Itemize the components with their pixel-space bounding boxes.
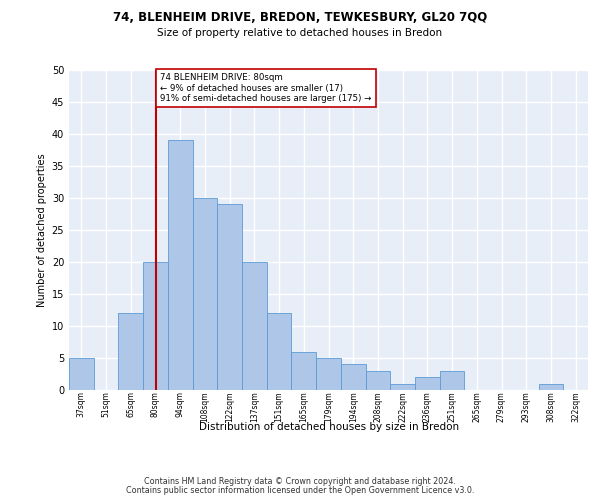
Bar: [168, 140, 193, 390]
Bar: [390, 384, 415, 390]
Bar: [193, 198, 217, 390]
Text: 74, BLENHEIM DRIVE, BREDON, TEWKESBURY, GL20 7QQ: 74, BLENHEIM DRIVE, BREDON, TEWKESBURY, …: [113, 11, 487, 24]
Text: 74 BLENHEIM DRIVE: 80sqm
← 9% of detached houses are smaller (17)
91% of semi-de: 74 BLENHEIM DRIVE: 80sqm ← 9% of detache…: [160, 73, 372, 103]
Bar: [539, 384, 563, 390]
Text: Contains public sector information licensed under the Open Government Licence v3: Contains public sector information licen…: [126, 486, 474, 495]
Bar: [118, 313, 143, 390]
Bar: [267, 313, 292, 390]
Bar: [415, 377, 440, 390]
Bar: [217, 204, 242, 390]
Bar: [143, 262, 168, 390]
Bar: [69, 358, 94, 390]
Y-axis label: Number of detached properties: Number of detached properties: [37, 153, 47, 307]
Bar: [242, 262, 267, 390]
Text: Distribution of detached houses by size in Bredon: Distribution of detached houses by size …: [199, 422, 459, 432]
Text: Contains HM Land Registry data © Crown copyright and database right 2024.: Contains HM Land Registry data © Crown c…: [144, 477, 456, 486]
Bar: [365, 371, 390, 390]
Bar: [316, 358, 341, 390]
Bar: [292, 352, 316, 390]
Text: Size of property relative to detached houses in Bredon: Size of property relative to detached ho…: [157, 28, 443, 38]
Bar: [440, 371, 464, 390]
Bar: [341, 364, 365, 390]
